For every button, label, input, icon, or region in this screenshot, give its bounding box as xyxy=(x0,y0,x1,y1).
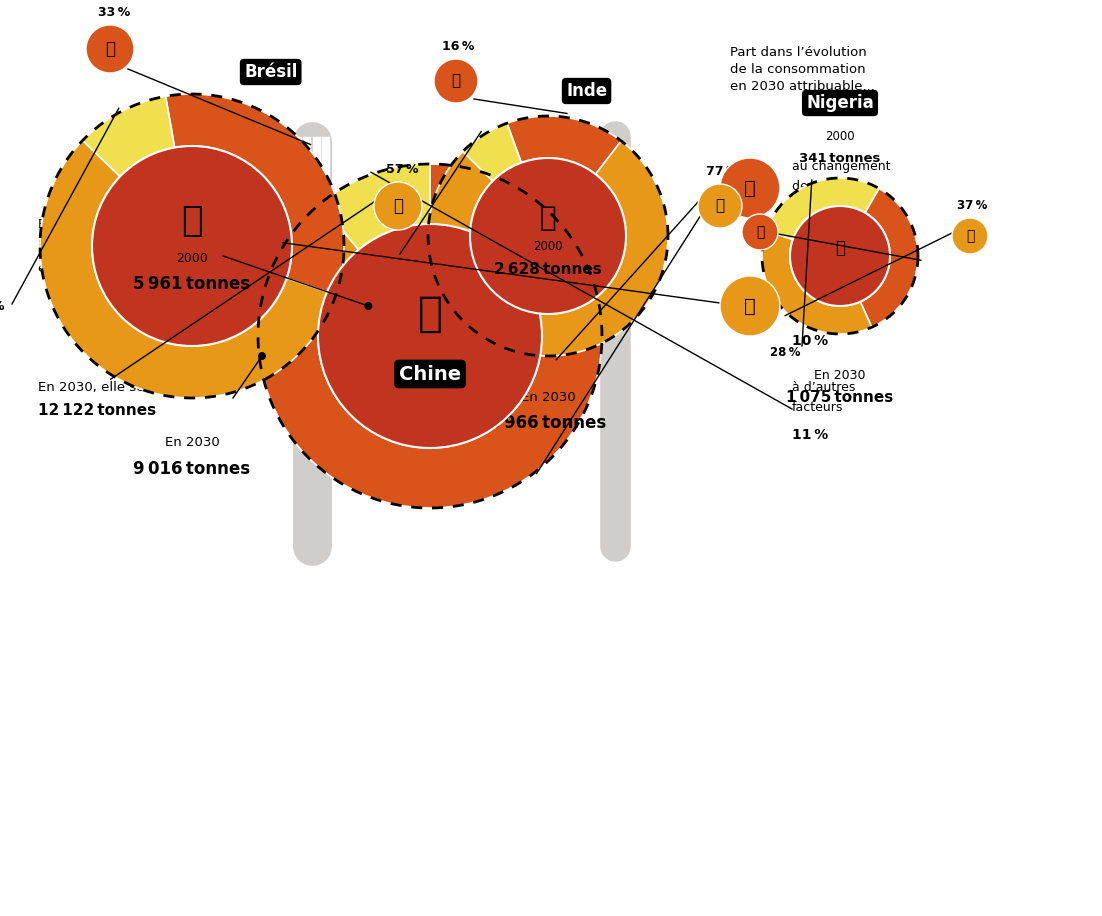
Text: En 2030: En 2030 xyxy=(164,436,219,449)
Text: 33 %: 33 % xyxy=(98,6,130,19)
Text: 🍽: 🍽 xyxy=(105,40,115,58)
Text: 3 966 tonnes: 3 966 tonnes xyxy=(489,414,606,432)
Text: Brésil: Brésil xyxy=(244,63,298,81)
Text: 🐄: 🐄 xyxy=(540,204,557,232)
Text: 🍽: 🍽 xyxy=(452,73,461,89)
Circle shape xyxy=(720,276,780,336)
Text: 9 016 tonnes: 9 016 tonnes xyxy=(133,460,250,478)
Text: En 2030: En 2030 xyxy=(814,369,866,382)
Text: En 2030, elle sera de: En 2030, elle sera de xyxy=(37,381,180,394)
Circle shape xyxy=(318,224,542,448)
Text: 👥: 👥 xyxy=(393,197,403,215)
Wedge shape xyxy=(507,116,622,174)
Circle shape xyxy=(365,302,372,310)
Text: 👥: 👥 xyxy=(965,229,974,243)
Text: 12 122 tonnes: 12 122 tonnes xyxy=(37,403,156,418)
Wedge shape xyxy=(321,164,430,250)
Text: au changement: au changement xyxy=(792,160,890,173)
Text: 2000: 2000 xyxy=(176,252,208,265)
Text: 🐄: 🐄 xyxy=(181,204,203,238)
Wedge shape xyxy=(263,203,358,308)
Circle shape xyxy=(86,25,134,73)
Text: Inde: Inde xyxy=(566,82,607,100)
Text: 28 %: 28 % xyxy=(770,345,800,358)
Text: des régimes: des régimes xyxy=(792,180,868,193)
Circle shape xyxy=(434,59,478,103)
Text: 10 %: 10 % xyxy=(0,300,4,312)
Text: Nigeria: Nigeria xyxy=(807,94,874,112)
Wedge shape xyxy=(861,189,918,327)
Wedge shape xyxy=(165,94,344,295)
Text: 1 075 tonnes: 1 075 tonnes xyxy=(787,390,894,405)
Wedge shape xyxy=(83,96,174,177)
Text: 🐄: 🐄 xyxy=(835,239,845,257)
Circle shape xyxy=(469,158,626,314)
Circle shape xyxy=(698,184,742,228)
Circle shape xyxy=(720,158,780,218)
Circle shape xyxy=(258,352,266,360)
Circle shape xyxy=(952,218,988,254)
Text: démographique: démographique xyxy=(792,308,892,321)
Text: 341 tonnes: 341 tonnes xyxy=(799,151,880,165)
Text: au changement: au changement xyxy=(792,288,890,301)
Text: 5 234 tonnes: 5 234 tonnes xyxy=(100,261,198,275)
Circle shape xyxy=(742,214,778,250)
Text: était de: était de xyxy=(37,262,94,275)
Wedge shape xyxy=(766,178,879,240)
Text: 10 %: 10 % xyxy=(792,334,828,348)
Text: Part dans l’évolution
de la consommation
en 2030 attribuable...: Part dans l’évolution de la consommation… xyxy=(730,46,875,93)
Text: Chine: Chine xyxy=(399,365,461,384)
Text: 79 %: 79 % xyxy=(792,226,828,240)
Text: 37 %: 37 % xyxy=(957,199,987,212)
Text: facteurs: facteurs xyxy=(792,401,843,414)
Wedge shape xyxy=(463,124,521,181)
Text: 16 %: 16 % xyxy=(442,40,474,53)
Text: la consommation: la consommation xyxy=(37,240,152,253)
Text: 77 %: 77 % xyxy=(705,165,738,178)
Text: 5 961 tonnes: 5 961 tonnes xyxy=(133,275,250,293)
Wedge shape xyxy=(40,140,336,398)
Text: 👥: 👥 xyxy=(744,297,756,315)
Text: 👥: 👥 xyxy=(715,199,724,213)
Text: En 2030: En 2030 xyxy=(520,391,575,404)
Text: 57 %: 57 % xyxy=(386,163,419,176)
Wedge shape xyxy=(761,230,872,334)
Text: 2000: 2000 xyxy=(825,129,855,143)
Text: alimentaires: alimentaires xyxy=(792,200,869,213)
Text: 11 %: 11 % xyxy=(792,428,829,442)
Text: 🐄: 🐄 xyxy=(418,293,443,335)
Wedge shape xyxy=(258,164,602,508)
Text: 2000: 2000 xyxy=(533,239,563,253)
Text: 35 %: 35 % xyxy=(739,195,770,208)
Text: à d’autres: à d’autres xyxy=(792,381,855,394)
Circle shape xyxy=(374,182,422,230)
Text: En 2000,: En 2000, xyxy=(37,218,97,231)
Circle shape xyxy=(91,146,292,346)
Text: 7 %: 7 % xyxy=(366,249,390,263)
Text: 🍽: 🍽 xyxy=(744,179,756,198)
Wedge shape xyxy=(428,141,668,356)
Text: 2 628 tonnes: 2 628 tonnes xyxy=(494,263,602,278)
Text: 🍽: 🍽 xyxy=(756,225,764,239)
Circle shape xyxy=(790,206,890,306)
